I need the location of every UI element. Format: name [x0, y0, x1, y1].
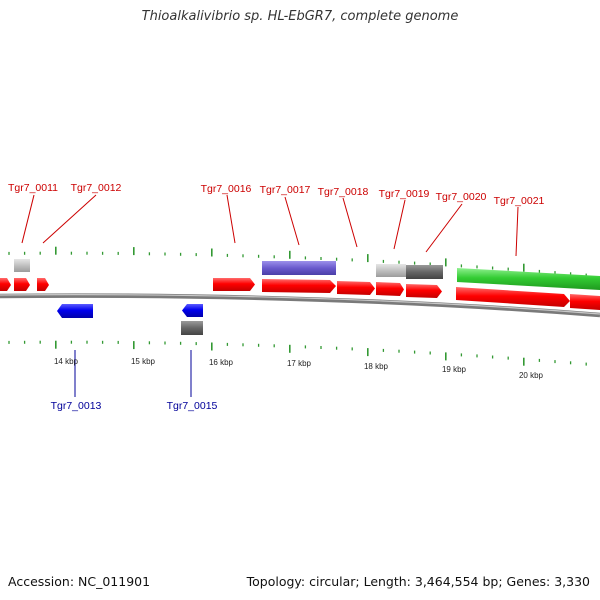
gene-arrow[interactable] [570, 294, 600, 310]
gene-label[interactable]: Tgr7_0011 [8, 182, 58, 194]
gene-arrow[interactable] [376, 282, 404, 296]
gene-box[interactable] [262, 261, 336, 275]
gene-label[interactable]: Tgr7_0019 [379, 188, 430, 200]
gene-label[interactable]: Tgr7_0017 [260, 184, 311, 196]
scale-label: 19 kbp [442, 365, 467, 374]
scale-label: 17 kbp [287, 359, 312, 368]
gene-label[interactable]: Tgr7_0018 [318, 186, 369, 198]
scale-label: 20 kbp [519, 371, 544, 380]
gene-box[interactable] [14, 259, 30, 272]
gene-box[interactable] [181, 321, 203, 335]
gene-box[interactable] [376, 264, 406, 277]
gene-box[interactable] [406, 265, 443, 279]
gene-arrow[interactable] [262, 279, 336, 293]
genome-summary: Topology: circular; Length: 3,464,554 bp… [246, 574, 590, 589]
gene-arrow[interactable] [337, 281, 375, 295]
map-title: Thioalkalivibrio sp. HL-EbGR7, complete … [141, 9, 459, 24]
gene-label[interactable]: Tgr7_0015 [167, 400, 218, 412]
scale-label: 16 kbp [209, 358, 234, 367]
forward-label-leaders [21, 194, 519, 257]
gene-label[interactable]: Tgr7_0012 [71, 182, 122, 194]
gene-arrow[interactable] [0, 278, 11, 291]
forward-genes [0, 259, 600, 310]
tick-row-top [8, 246, 587, 277]
accession-text: Accession: NC_011901 [8, 574, 151, 589]
reverse-genes [57, 304, 203, 335]
gene-arrow[interactable] [213, 278, 255, 291]
tick-row-bottom [8, 340, 587, 366]
scale-label: 18 kbp [364, 362, 389, 371]
gene-label[interactable]: Tgr7_0016 [201, 183, 252, 195]
scale-label: 14 kbp [54, 357, 79, 366]
scale-label: 15 kbp [131, 357, 156, 366]
gene-label[interactable]: Tgr7_0021 [494, 195, 545, 207]
gene-label[interactable]: Tgr7_0013 [51, 400, 102, 412]
gene-arrow[interactable] [182, 304, 203, 317]
genome-backbone [0, 293, 600, 318]
gene-arrow[interactable] [457, 268, 600, 290]
gene-arrow[interactable] [406, 284, 442, 298]
gene-arrow[interactable] [14, 278, 30, 291]
reverse-label-leaders [74, 350, 192, 397]
gene-label[interactable]: Tgr7_0020 [436, 191, 487, 203]
gene-arrow[interactable] [37, 278, 49, 291]
gene-arrow[interactable] [456, 287, 570, 307]
gene-arrow[interactable] [57, 304, 93, 318]
